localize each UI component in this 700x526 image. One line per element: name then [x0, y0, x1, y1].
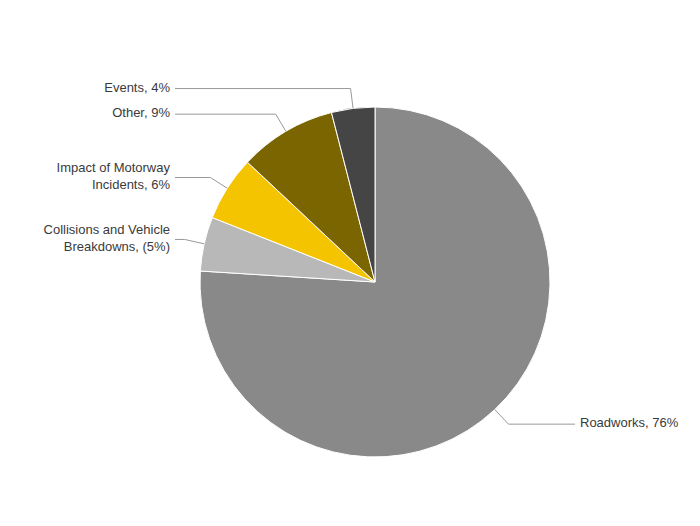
- chart: Roadworks, 76% Collisions and Vehicle Brea…: [0, 0, 700, 526]
- slice-label: Other, 9%: [112, 106, 170, 121]
- slice-label-line: Breakdowns, (5%): [64, 239, 170, 254]
- slice-label-line: Incidents, 6%: [92, 177, 170, 192]
- slices: [200, 107, 550, 457]
- slice-label: Collisions and Vehicle Breakdowns, (5%): [44, 222, 170, 254]
- labels: Roadworks, 76% Collisions and Vehicle Brea…: [44, 80, 679, 431]
- leader-line: [175, 114, 286, 131]
- slice-label-line: Other, 9%: [112, 106, 170, 121]
- slice-label-line: Collisions and Vehicle: [44, 222, 170, 237]
- slice-label: Events, 4%: [104, 80, 170, 95]
- slice-label: Roadworks, 76%: [580, 416, 679, 431]
- leader-line: [175, 239, 204, 243]
- slice-label: Impact of Motorway Incidents, 6%: [57, 160, 171, 192]
- pie: Roadworks, 76% Collisions and Vehicle Brea…: [44, 80, 679, 457]
- slice-label-line: Impact of Motorway: [57, 160, 171, 175]
- slice-label-line: Roadworks, 76%: [580, 416, 679, 431]
- slice: [200, 107, 550, 457]
- leader-line: [175, 89, 353, 109]
- slice: [331, 107, 375, 282]
- slice-label-line: Events, 4%: [104, 80, 170, 95]
- leader-line: [495, 410, 575, 425]
- leader-line: [175, 178, 227, 189]
